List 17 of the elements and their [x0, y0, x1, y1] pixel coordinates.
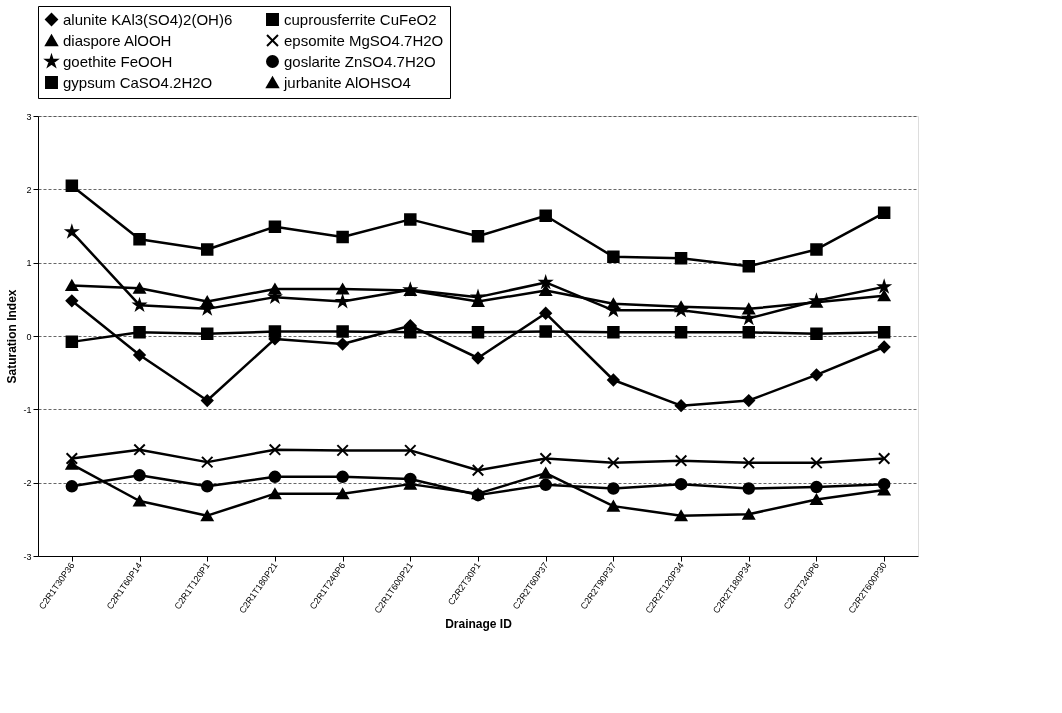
y-axis-title: Saturation Index: [5, 289, 20, 384]
x-axis-title: Drainage ID: [445, 617, 513, 632]
y-tick-label: -3: [23, 551, 32, 562]
y-tick-label: 3: [26, 111, 32, 122]
legend-label: goethite FeOOH: [63, 52, 173, 70]
legend-label: goslarite ZnSO4.7H2O: [284, 52, 436, 70]
legend-label: gypsum CaSO4.2H2O: [63, 73, 213, 91]
legend-label: jurbanite AlOHSO4: [283, 73, 411, 91]
legend-label: alunite KAl3(SO4)2(OH)6: [63, 10, 233, 28]
y-tick-label: -2: [23, 478, 32, 489]
legend-label: diaspore AlOOH: [63, 31, 172, 49]
y-tick-label: 2: [26, 184, 32, 195]
y-tick-label: 1: [26, 258, 32, 269]
legend-label: epsomite MgSO4.7H2O: [284, 31, 444, 49]
y-tick-label: 0: [26, 331, 32, 342]
legend-label: cuprousferrite CuFeO2: [284, 10, 437, 28]
y-tick-label: -1: [23, 404, 32, 415]
